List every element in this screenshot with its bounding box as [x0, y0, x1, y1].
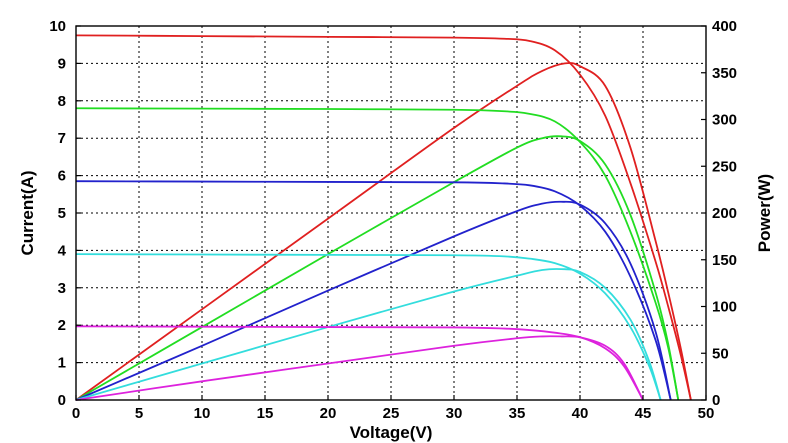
- y-axis-right-ticks: 0 50 100 150 200 250 300 350 400: [701, 18, 737, 409]
- y-axis-left-title: Current(A): [18, 171, 37, 256]
- x-tick-label-6: 30: [446, 405, 463, 422]
- grid: [76, 26, 706, 400]
- y-right-tick-label-5: 250: [712, 158, 737, 175]
- iv-curve-3: [75, 253, 662, 401]
- x-tick-label-0: 0: [72, 405, 80, 422]
- y-right-tick-label-3: 150: [712, 252, 737, 269]
- y-right-tick-label-4: 200: [712, 205, 737, 222]
- pv-curve-1: [75, 135, 680, 401]
- y-right-tick-label-1: 50: [712, 345, 729, 362]
- pv-curve-0: [75, 62, 692, 401]
- pv-curve-2: [75, 200, 672, 401]
- iv-curve-1: [75, 107, 680, 401]
- y-left-tick-label-0: 0: [58, 392, 66, 409]
- x-tick-label-1: 5: [135, 405, 143, 422]
- x-tick-label-9: 45: [635, 405, 652, 422]
- iv-curve-0: [75, 34, 692, 401]
- x-axis-title: Voltage(V): [350, 423, 433, 442]
- y-right-tick-label-7: 350: [712, 65, 737, 82]
- y-left-tick-label-4: 4: [58, 242, 67, 259]
- y-right-tick-label-0: 0: [712, 392, 720, 409]
- y-left-tick-label-7: 7: [58, 130, 66, 147]
- curves: [75, 34, 692, 401]
- y-left-tick-label-1: 1: [58, 355, 66, 372]
- iv-curve-4: [75, 325, 644, 401]
- y-right-tick-label-8: 400: [712, 18, 737, 35]
- x-tick-label-5: 25: [383, 405, 400, 422]
- pv-curve-3: [75, 268, 662, 401]
- pv-curve-4: [75, 335, 644, 401]
- x-tick-label-10: 50: [698, 405, 715, 422]
- y-axis-right-title: Power(W): [755, 174, 774, 252]
- y-left-tick-label-8: 8: [58, 93, 66, 110]
- x-tick-label-2: 10: [194, 405, 211, 422]
- y-left-tick-label-9: 9: [58, 55, 66, 72]
- x-axis-ticks: 0 5 10 15 20 25 30 35 40 45 50: [72, 395, 715, 422]
- x-tick-label-7: 35: [509, 405, 526, 422]
- y-right-tick-label-6: 300: [712, 112, 737, 129]
- y-left-tick-label-5: 5: [58, 205, 66, 222]
- y-left-tick-label-2: 2: [58, 317, 66, 334]
- y-left-tick-label-3: 3: [58, 280, 66, 297]
- y-axis-left-ticks: 0 1 2 3 4 5 6 7 8 9 10: [49, 18, 81, 409]
- iv-curve-2: [75, 180, 672, 401]
- x-tick-label-3: 15: [257, 405, 274, 422]
- x-tick-label-8: 40: [572, 405, 589, 422]
- x-tick-label-4: 20: [320, 405, 337, 422]
- y-left-tick-label-10: 10: [49, 18, 66, 35]
- y-left-tick-label-6: 6: [58, 168, 66, 185]
- y-right-tick-label-2: 100: [712, 299, 737, 316]
